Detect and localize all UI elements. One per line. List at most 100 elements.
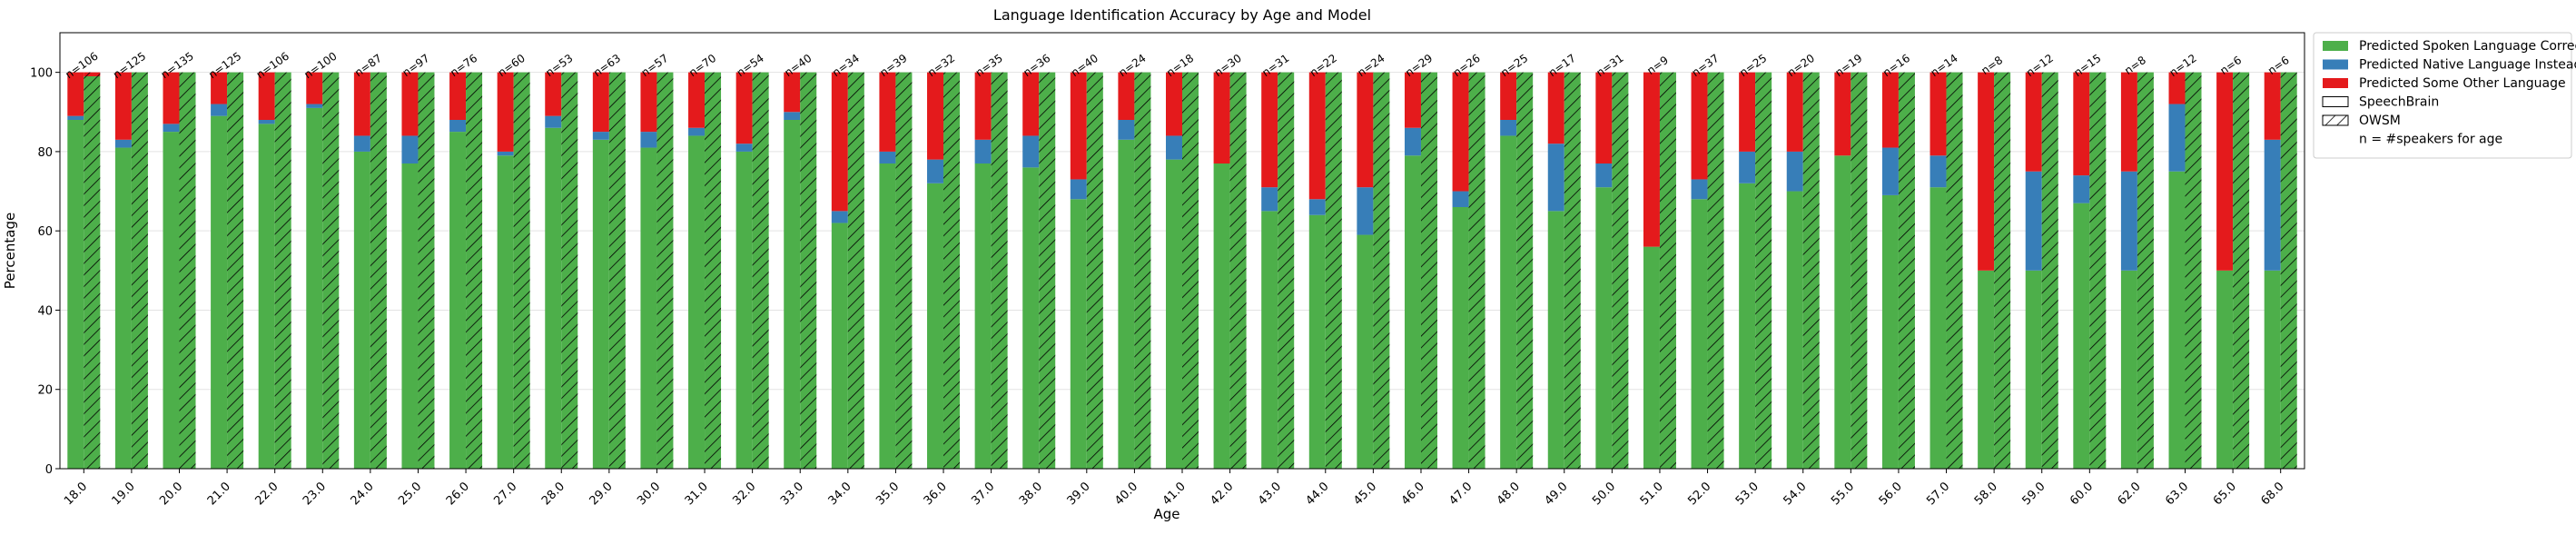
bar-speechbrain-other	[1261, 72, 1278, 188]
bar-speechbrain-correct	[879, 163, 896, 469]
bar-speechbrain-other	[1404, 72, 1421, 128]
bar-speechbrain-native	[163, 124, 180, 133]
x-tick-label: 36.0	[922, 480, 950, 508]
bar-hatch-owsm-correct	[895, 72, 913, 470]
bar-hatch-owsm-correct	[1659, 72, 1676, 470]
bar-speechbrain-other	[1308, 72, 1326, 200]
bar-speechbrain-native	[401, 135, 419, 163]
bar-speechbrain-other	[2120, 72, 2137, 172]
bar-speechbrain-correct	[67, 120, 84, 469]
bar-hatch-owsm-correct	[1134, 72, 1151, 470]
legend-frame	[2313, 32, 2572, 159]
bar-speechbrain-correct	[974, 163, 992, 469]
bar-speechbrain-other	[1930, 72, 1947, 156]
bar-speechbrain-correct	[1308, 214, 1326, 469]
x-tick-label: 45.0	[1351, 480, 1379, 508]
x-tick-label: 40.0	[1112, 480, 1140, 508]
bar-hatch-owsm-correct	[1373, 72, 1390, 470]
bar-speechbrain-native	[927, 159, 944, 183]
bar-speechbrain-correct	[1834, 155, 1851, 470]
x-tick-label: 29.0	[587, 480, 616, 508]
bar-speechbrain-correct	[353, 151, 370, 469]
bar-speechbrain-native	[545, 115, 562, 128]
x-tick-label: 46.0	[1399, 480, 1427, 508]
x-tick-label: 54.0	[1781, 480, 1809, 508]
bar-hatch-owsm-correct	[466, 72, 483, 470]
bar-speechbrain-native	[2264, 139, 2281, 271]
bar-hatch-owsm-correct	[227, 72, 244, 470]
x-tick-label: 41.0	[1160, 480, 1189, 508]
x-tick-labels: 18.0 19.0 20.0 21.0 22.0 23.0 24.0 25.0 26.0 27.0…	[62, 469, 2287, 508]
bar-hatch-owsm-correct	[2041, 72, 2058, 470]
y-tick-labels: 0 20 40 60 80 100	[30, 67, 60, 477]
bar-hatch-owsm-correct	[1182, 72, 1199, 470]
legend-swatch-owsm	[2322, 114, 2349, 126]
bar-speechbrain-other	[1452, 72, 1469, 192]
bar-hatch-owsm-correct	[752, 72, 769, 470]
bar-hatch-owsm-correct	[1707, 72, 1724, 470]
legend-swatch-other	[2323, 78, 2348, 88]
bar-speechbrain-correct	[688, 135, 706, 470]
bar-speechbrain-correct	[211, 115, 228, 470]
bar-speechbrain-correct	[449, 132, 467, 469]
bar-speechbrain-correct	[1978, 270, 1995, 469]
bar-speechbrain-correct	[831, 223, 848, 470]
y-axis-label: Percentage	[2, 213, 18, 289]
x-tick-label: 28.0	[539, 480, 568, 508]
bar-speechbrain-native	[1595, 163, 1613, 188]
legend-label: OWSM	[2359, 114, 2401, 128]
x-tick-label: 51.0	[1638, 480, 1666, 508]
bar-speechbrain-other	[1070, 72, 1087, 180]
bar-speechbrain-correct	[1022, 167, 1040, 469]
x-tick-label: 20.0	[157, 480, 185, 508]
bar-speechbrain-native	[640, 132, 657, 148]
x-tick-label: 48.0	[1495, 480, 1523, 508]
bar-speechbrain-correct	[2216, 270, 2234, 469]
bar-speechbrain-other	[1595, 72, 1613, 163]
x-tick-label: 42.0	[1208, 480, 1236, 508]
bar-hatch-owsm-correct	[274, 72, 291, 470]
bar-hatch-owsm-correct	[1994, 72, 2011, 470]
bar-speechbrain-other	[2168, 72, 2186, 104]
x-tick-label: 50.0	[1590, 480, 1618, 508]
x-tick-label: 38.0	[1017, 480, 1045, 508]
bar-speechbrain-other	[1213, 72, 1230, 163]
bar-speechbrain-correct	[927, 183, 944, 469]
bar-speechbrain-native	[2120, 171, 2137, 271]
bar-speechbrain-native	[353, 135, 370, 152]
bar-speechbrain-native	[735, 144, 753, 152]
bar-hatch-owsm-correct	[561, 72, 578, 470]
bar-speechbrain-correct	[2264, 270, 2281, 469]
x-tick-label: 63.0	[2163, 480, 2191, 508]
bar-hatch-owsm-correct	[84, 76, 101, 469]
bar-hatch-owsm-correct	[800, 72, 817, 470]
bar-speechbrain-correct	[114, 147, 132, 469]
bar-speechbrain-native	[1261, 187, 1278, 212]
bar-speechbrain-other	[1500, 72, 1517, 120]
bar-speechbrain-correct	[1643, 246, 1660, 469]
bar-speechbrain-other	[879, 72, 896, 152]
bar-speechbrain-native	[2168, 104, 2186, 172]
bar-speechbrain-correct	[545, 127, 562, 469]
bar-speechbrain-other	[927, 72, 944, 160]
bar-hatch-owsm-correct	[1086, 72, 1103, 470]
x-tick-label: 35.0	[873, 480, 902, 508]
y-tick-label: 80	[37, 146, 53, 160]
x-tick-label: 49.0	[1543, 480, 1571, 508]
bar-speechbrain-correct	[1881, 194, 1899, 469]
bar-speechbrain-native	[1786, 151, 1803, 192]
x-tick-label: 26.0	[444, 480, 472, 508]
x-tick-label: 27.0	[491, 480, 519, 508]
bar-hatch-owsm-correct	[1564, 72, 1581, 470]
bar-speechbrain-other	[1166, 72, 1182, 136]
bar-hatch-owsm-correct	[1612, 72, 1629, 470]
bar-speechbrain-correct	[1739, 183, 1756, 469]
bar-speechbrain-other	[545, 72, 562, 116]
bar-speechbrain-correct	[1213, 163, 1230, 469]
x-tick-label: 59.0	[2019, 480, 2048, 508]
x-tick-label: 53.0	[1733, 480, 1762, 508]
bar-hatch-owsm-correct	[1946, 72, 1963, 470]
bar-speechbrain-correct	[258, 124, 275, 469]
bar-hatch-owsm-correct	[131, 72, 148, 470]
x-tick-label: 60.0	[2068, 480, 2096, 508]
